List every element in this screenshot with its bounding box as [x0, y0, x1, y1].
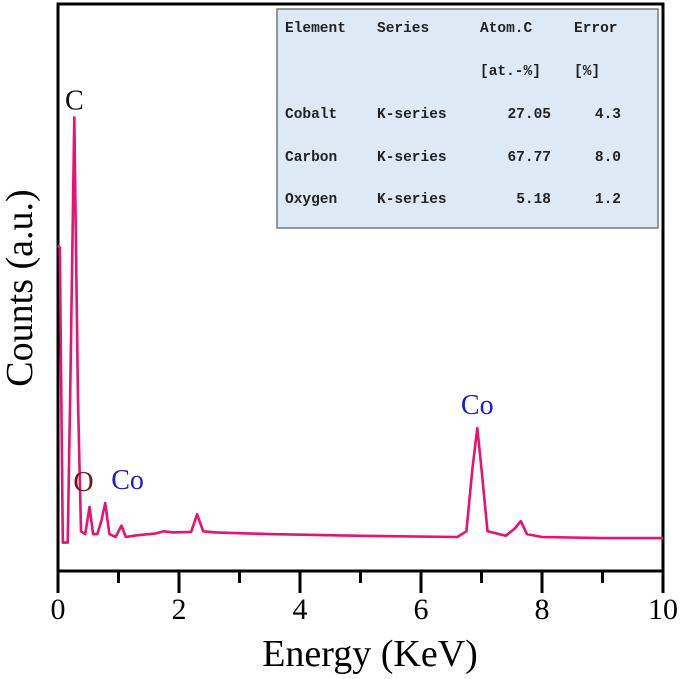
table-cell: 67.77 — [507, 150, 551, 166]
peak-label: Co — [461, 390, 494, 421]
x-tick-label: 4 — [293, 593, 308, 626]
y-axis-title: Counts (a.u.) — [0, 189, 41, 386]
table-cell: Element — [285, 21, 346, 37]
x-tick-label: 10 — [648, 593, 678, 626]
table-cell: 5.18 — [516, 192, 551, 208]
inset-table: Element Series Atom.C Error [at.-%] [%] Cobalt… — [276, 8, 659, 229]
inset-table-box — [276, 8, 659, 229]
x-tick-label: 6 — [414, 593, 429, 626]
x-tick-label: 8 — [535, 593, 550, 626]
spectrum-line — [56, 116, 663, 544]
table-cell: Oxygen — [285, 192, 337, 208]
table-cell: Cobalt — [285, 107, 337, 123]
peak-label: Co — [111, 465, 144, 496]
table-cell: Error — [574, 21, 618, 37]
table-cell: Series — [377, 21, 429, 37]
x-tick-label: 0 — [51, 593, 66, 626]
table-cell: Atom.C — [480, 21, 533, 37]
peak-label: C — [65, 85, 84, 116]
x-tick-label: 2 — [172, 593, 187, 626]
peak-label: O — [73, 467, 93, 498]
table-cell: Carbon — [285, 150, 337, 166]
table-cell: [%] — [574, 64, 600, 80]
table-cell: K-series — [377, 107, 447, 123]
table-cell: K-series — [377, 150, 447, 166]
x-axis-title: Energy (KeV) — [262, 633, 478, 675]
table-cell: [at.-%] — [480, 64, 541, 80]
table-cell: 8.0 — [595, 150, 621, 166]
table-cell: 27.05 — [507, 107, 551, 123]
table-cell: 4.3 — [595, 107, 621, 123]
table-cell: K-series — [377, 192, 447, 208]
table-cell: 1.2 — [595, 192, 621, 208]
